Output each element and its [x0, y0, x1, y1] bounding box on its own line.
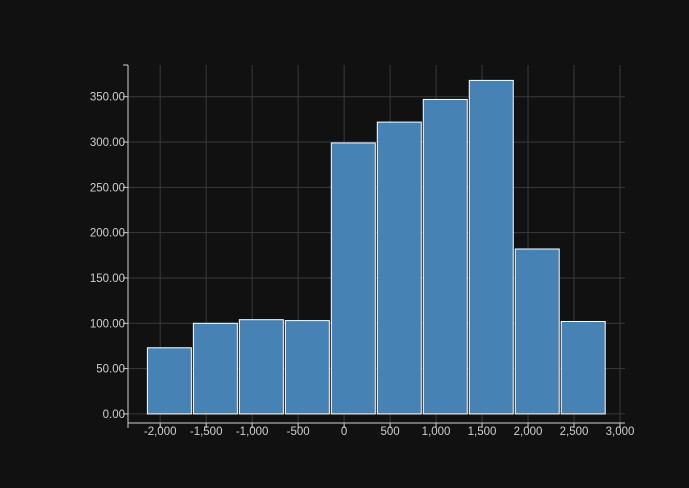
- axes-layer: [123, 64, 625, 428]
- histogram-bar: [560, 320, 606, 415]
- y-tick-label: 200.00: [90, 228, 125, 240]
- x-tick-label: 3,000: [606, 426, 635, 438]
- histogram-bar: [146, 347, 192, 415]
- x-tick-label: -1,500: [190, 426, 223, 438]
- histogram-bar: [330, 142, 376, 415]
- histogram-bar: [422, 98, 468, 415]
- x-tick-label: 500: [380, 426, 399, 438]
- x-tick-label: -500: [287, 426, 310, 438]
- x-tick-label: 2,500: [560, 426, 589, 438]
- y-tick-label: 50.00: [96, 364, 125, 376]
- histogram-bar: [376, 121, 422, 415]
- y-tick-label: 0.00: [103, 409, 125, 421]
- x-tick-label: -2,000: [144, 426, 177, 438]
- histogram-bar: [468, 79, 514, 415]
- tick-labels-layer: 0.00 50.00 100.00 150.00 200.00 250.00 300.00 3…: [90, 92, 635, 438]
- bars-layer: [146, 79, 606, 415]
- x-tick-label: 2,000: [514, 426, 543, 438]
- y-tick-label: 350.00: [90, 92, 125, 104]
- x-tick-label: 0: [341, 426, 347, 438]
- y-tick-label: 100.00: [90, 318, 125, 330]
- x-tick-label: 1,000: [422, 426, 451, 438]
- histogram-bar: [514, 248, 560, 415]
- histogram-bar: [284, 320, 330, 415]
- x-tick-label: -1,000: [236, 426, 269, 438]
- x-tick-label: 1,500: [468, 426, 497, 438]
- histogram-bar: [238, 319, 284, 415]
- y-tick-label: 300.00: [90, 137, 125, 149]
- y-tick-label: 250.00: [90, 182, 125, 194]
- y-tick-label: 150.00: [90, 273, 125, 285]
- histogram-bar: [192, 322, 238, 415]
